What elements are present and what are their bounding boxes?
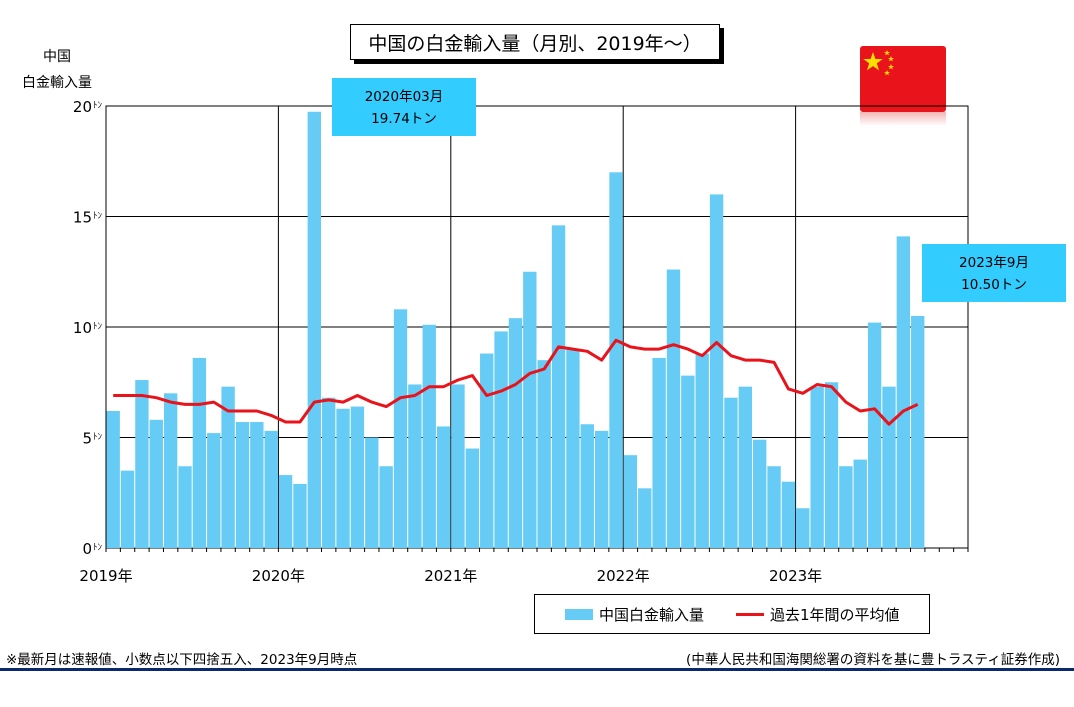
bar xyxy=(666,269,681,548)
bar xyxy=(494,331,508,548)
callout-latest: 2023年9月 10.50トン xyxy=(922,244,1066,302)
bar xyxy=(882,386,896,548)
y-tick-label: 10 xyxy=(73,319,92,337)
bar xyxy=(365,437,379,548)
y-tick-unit: ﾄﾝ xyxy=(93,433,103,443)
bar xyxy=(853,459,867,548)
bar xyxy=(566,349,580,548)
x-tick-label: 2020年 xyxy=(252,567,305,585)
legend-line-swatch xyxy=(736,612,765,616)
bar xyxy=(594,430,609,548)
footnote-left: ※最新月は速報値、小数点以下四捨五入、2023年9月時点 xyxy=(6,652,358,668)
bar xyxy=(911,315,925,548)
china-flag-icon xyxy=(860,46,946,112)
callout-peak-date: 2020年03月 xyxy=(364,89,444,105)
bar xyxy=(235,422,250,548)
bottom-rule xyxy=(0,668,1074,671)
bar xyxy=(451,384,465,548)
bar xyxy=(465,448,480,548)
bar xyxy=(207,433,221,548)
footnote-right: (中華人民共和国海関総署の資料を基に豊トラスティ証券作成) xyxy=(686,652,1060,668)
bar xyxy=(336,408,350,548)
bar xyxy=(163,393,178,548)
bar xyxy=(580,424,594,548)
bar xyxy=(609,172,623,549)
x-tick-label: 2022年 xyxy=(597,567,650,585)
x-tick-label: 2019年 xyxy=(79,567,132,585)
bar xyxy=(250,422,264,548)
bar xyxy=(810,386,824,548)
bar xyxy=(307,111,321,548)
x-tick-label: 2023年 xyxy=(769,567,822,585)
bar xyxy=(436,426,451,548)
bar xyxy=(681,375,695,548)
bar xyxy=(796,508,810,548)
bar xyxy=(623,455,638,548)
bar xyxy=(652,357,666,548)
bar xyxy=(839,466,853,548)
bar xyxy=(867,322,882,548)
average-line xyxy=(113,338,919,426)
y-tick-label: 0 xyxy=(82,540,92,558)
bar xyxy=(767,466,781,548)
legend-line-label: 過去1年間の平均値 xyxy=(770,605,900,624)
bar xyxy=(824,382,839,548)
bar xyxy=(422,324,436,548)
bar xyxy=(278,475,293,548)
y-tick-unit: ﾄﾝ xyxy=(93,212,103,222)
bar xyxy=(379,466,393,548)
bar xyxy=(638,488,652,548)
bar xyxy=(781,481,796,548)
y-tick-unit: ﾄﾝ xyxy=(93,322,103,332)
callout-peak: 2020年03月 19.74トン xyxy=(332,78,476,136)
flag-reflection xyxy=(860,112,946,126)
bar xyxy=(106,410,120,548)
bar xyxy=(724,397,738,548)
bar xyxy=(738,386,752,548)
bar xyxy=(322,397,336,548)
bar xyxy=(508,318,523,548)
y-tick-label: 5 xyxy=(82,430,92,448)
bar xyxy=(537,360,551,548)
bar xyxy=(695,353,709,548)
bar xyxy=(551,225,566,548)
y-axis-label-line1: 中国 xyxy=(43,49,71,65)
bar xyxy=(221,386,235,548)
bar xyxy=(709,194,724,548)
bar xyxy=(523,271,537,548)
bar xyxy=(293,483,307,548)
bar xyxy=(480,353,494,548)
x-tick-label: 2021年 xyxy=(424,567,477,585)
callout-latest-value: 10.50トン xyxy=(961,277,1027,293)
callout-latest-date: 2023年9月 xyxy=(959,255,1029,271)
y-axis-label-line2: 白金輸入量 xyxy=(22,75,92,91)
chart-title: 中国の白金輸入量（月別、2019年～） xyxy=(350,24,720,60)
bar xyxy=(753,439,767,548)
y-axis-label: 中国 白金輸入量 xyxy=(12,44,102,96)
bar xyxy=(135,380,149,548)
y-tick-label: 15 xyxy=(73,209,92,227)
y-tick-unit: ﾄﾝ xyxy=(93,543,103,553)
bar xyxy=(120,470,135,548)
y-tick-unit: ﾄﾝ xyxy=(93,101,103,111)
legend-bar-swatch xyxy=(565,608,593,620)
bar xyxy=(264,430,278,548)
bar xyxy=(393,309,408,548)
bar xyxy=(149,419,163,548)
y-tick-label: 20 xyxy=(73,98,92,116)
bar xyxy=(192,357,207,548)
bar xyxy=(350,406,365,548)
legend: 中国白金輸入量 過去1年間の平均値 xyxy=(534,594,930,634)
bar xyxy=(896,236,911,548)
bar xyxy=(178,466,192,548)
legend-bar-label: 中国白金輸入量 xyxy=(599,605,705,624)
bar xyxy=(408,384,422,548)
callout-peak-value: 19.74トン xyxy=(371,111,437,127)
